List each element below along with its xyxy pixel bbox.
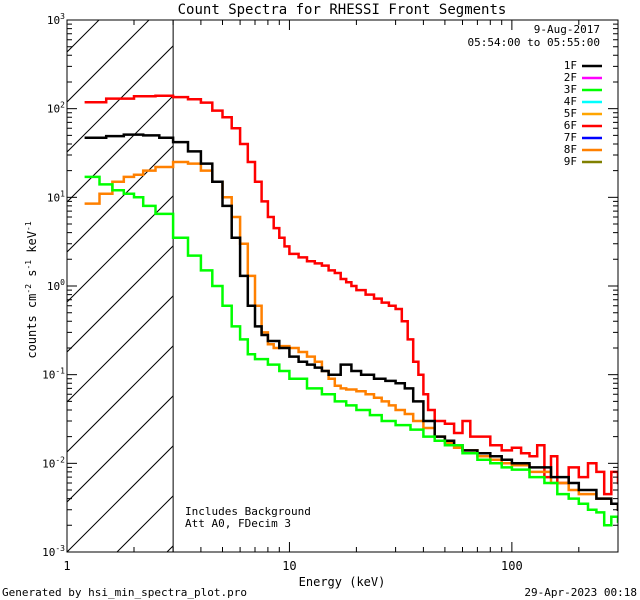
series-1F	[84, 133, 618, 511]
series-8F	[84, 160, 618, 511]
date-label: 9-Aug-2017	[534, 23, 600, 36]
y-tick-label: 101	[47, 189, 65, 204]
legend-label-9F: 9F	[564, 155, 577, 168]
legend-label-4F: 4F	[564, 95, 577, 108]
hatch-lines	[67, 20, 174, 552]
y-tick-label: 10-1	[42, 367, 65, 382]
y-tick-label: 100	[47, 278, 65, 293]
note-includes-background: Includes Background	[185, 505, 311, 518]
legend-label-3F: 3F	[564, 83, 577, 96]
legend-label-2F: 2F	[564, 71, 577, 84]
attenuator-shade	[67, 20, 174, 552]
legend-label-1F: 1F	[564, 59, 577, 72]
y-axis-label: counts cm-2 s-1 keV-1	[24, 221, 39, 358]
x-axis-label: Energy (keV)	[299, 575, 386, 589]
time-range-label: 05:54:00 to 05:55:00	[468, 36, 600, 49]
footer-timestamp: 29-Apr-2023 00:18	[524, 586, 637, 599]
minor-ticks	[67, 20, 618, 552]
series-6F	[84, 94, 618, 496]
y-tick-label: 10-3	[42, 544, 65, 559]
y-tick-label: 103	[47, 12, 65, 27]
series-3F	[84, 175, 618, 527]
chart-title: Count Spectra for RHESSI Front Segments	[178, 2, 507, 18]
footer-generated-by: Generated by hsi_min_spectra_plot.pro	[2, 586, 247, 599]
legend-label-8F: 8F	[564, 143, 577, 156]
legend-label-7F: 7F	[564, 131, 577, 144]
note-attenuator: Att A0, FDecim 3	[185, 517, 291, 530]
legend-label-6F: 6F	[564, 119, 577, 132]
y-tick-label: 102	[47, 101, 65, 116]
x-tick-label: 10	[282, 559, 296, 573]
axes: 1 10 100 10-3 10-2 10-1 100 101 102 103	[42, 12, 619, 573]
legend-label-5F: 5F	[564, 107, 577, 120]
x-tick-label: 1	[63, 559, 70, 573]
x-tick-label: 100	[501, 559, 523, 573]
y-tick-label: 10-2	[42, 455, 65, 470]
series-layer	[84, 94, 618, 527]
